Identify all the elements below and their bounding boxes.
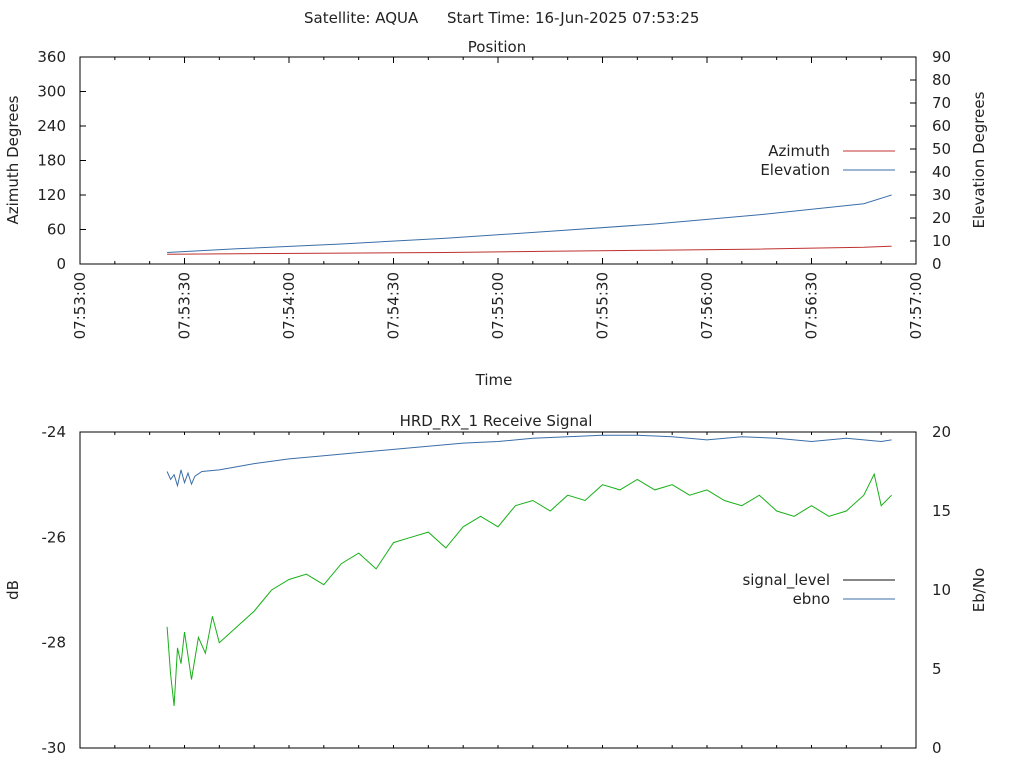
right-axis-tick-label: 0 xyxy=(932,255,942,273)
position-right-axis-label: Elevation Degrees xyxy=(970,91,988,228)
signal-right-axis-label: Eb/No xyxy=(970,568,988,612)
signal-right-axis: 0 5 10 15 20 xyxy=(932,423,951,757)
legend-ebno-label: ebno xyxy=(793,590,830,608)
time-axis-tick-label: 07:56:30 xyxy=(803,272,821,339)
right-axis-tick-label: 15 xyxy=(932,502,951,520)
ebno-line xyxy=(166,434,892,488)
azimuth-line xyxy=(167,245,892,255)
legend-azimuth-label: Azimuth xyxy=(768,142,830,160)
left-axis-tick-label: 180 xyxy=(37,152,66,170)
left-axis-tick-label: 60 xyxy=(47,221,66,239)
right-axis-tick-label: 0 xyxy=(932,739,942,757)
time-axis-tick-label: 07:55:00 xyxy=(489,272,507,339)
right-axis-tick-label: 70 xyxy=(932,94,951,112)
right-axis-tick-label: 20 xyxy=(932,209,951,227)
start-time-label: Start Time: 16-Jun-2025 07:53:25 xyxy=(447,9,699,27)
left-axis-tick-label: -28 xyxy=(42,634,67,652)
position-chart: Position 0 60 120 180 240 300 360 0 10 20 30 40 50 6… xyxy=(4,38,988,389)
signal-chart: HRD_RX_1 Receive Signal -30 -28 -26 -24 0 5 1… xyxy=(4,412,988,757)
signal-left-axis-label: dB xyxy=(4,580,22,600)
legend-elevation-label: Elevation xyxy=(760,161,830,179)
signal-chart-title: HRD_RX_1 Receive Signal xyxy=(400,412,593,431)
position-left-axis-label: Azimuth Degrees xyxy=(4,95,22,224)
left-axis-tick-label: -24 xyxy=(42,423,67,441)
right-axis-tick-label: 50 xyxy=(932,140,951,158)
elevation-line xyxy=(167,194,892,253)
left-axis-tick-label: -30 xyxy=(42,739,67,757)
time-axis-tick-label: 07:55:30 xyxy=(594,272,612,339)
right-axis-tick-label: 10 xyxy=(932,581,951,599)
right-axis-tick-label: 30 xyxy=(932,186,951,204)
legend-signal-level-label: signal_level xyxy=(742,571,830,590)
signal-legend: signal_level ebno xyxy=(742,571,895,608)
signal-plot-frame xyxy=(79,431,917,749)
right-axis-tick-label: 80 xyxy=(932,71,951,89)
signal-time-axis xyxy=(79,432,917,748)
position-right-axis: 0 10 20 30 40 50 60 70 80 90 xyxy=(910,48,951,273)
right-axis-tick-label: 90 xyxy=(932,48,951,66)
left-axis-tick-label: 360 xyxy=(37,48,66,66)
left-axis-tick-label: 120 xyxy=(37,186,66,204)
left-axis-tick-label: -26 xyxy=(42,528,67,546)
position-series xyxy=(167,194,892,255)
time-axis-tick-label: 07:56:00 xyxy=(698,272,716,339)
left-axis-tick-label: 240 xyxy=(37,117,66,135)
position-legend: Azimuth Elevation xyxy=(760,142,895,179)
time-axis-tick-label: 07:54:00 xyxy=(280,272,298,339)
position-x-axis-label: Time xyxy=(475,371,513,389)
position-left-axis: 0 60 120 180 240 300 360 xyxy=(37,48,86,273)
right-axis-tick-label: 60 xyxy=(932,117,951,135)
time-axis-tick-label: 07:53:30 xyxy=(176,272,194,339)
satellite-label: Satellite: AQUA xyxy=(304,9,419,27)
right-axis-tick-label: 20 xyxy=(932,423,951,441)
right-axis-tick-label: 40 xyxy=(932,163,951,181)
position-chart-title: Position xyxy=(468,38,526,56)
left-axis-tick-label: 0 xyxy=(56,255,66,273)
position-time-axis: 07:53:00 07:53:30 07:54:00 07:54:30 07:55:00… xyxy=(71,57,925,339)
left-axis-tick-label: 300 xyxy=(37,83,66,101)
time-axis-tick-label: 07:57:00 xyxy=(907,272,925,339)
time-axis-tick-label: 07:53:00 xyxy=(71,272,89,339)
signal-trace-line xyxy=(166,472,892,706)
right-axis-tick-label: 5 xyxy=(932,660,942,678)
time-axis-tick-label: 07:54:30 xyxy=(385,272,403,339)
signal-left-axis: -30 -28 -26 -24 xyxy=(42,423,67,757)
right-axis-tick-label: 10 xyxy=(932,232,951,250)
signal-series xyxy=(166,434,892,706)
